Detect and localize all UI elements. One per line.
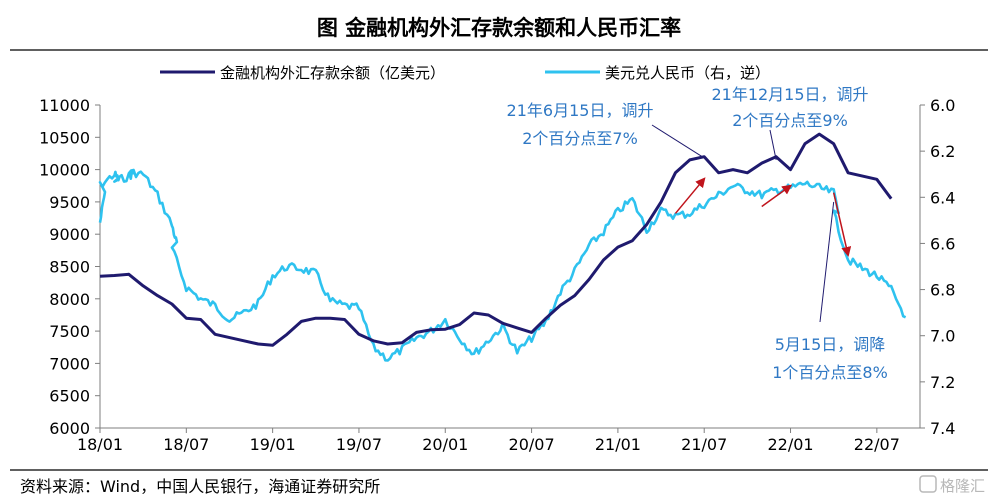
y-left-tick-label: 6500: [49, 387, 90, 406]
y-right-tick-label: 6.4: [930, 188, 955, 207]
annotation-text-1: 2个百分点至7%: [522, 129, 638, 148]
watermark-text: 格隆汇: [940, 477, 985, 495]
y-right-tick-label: 6.0: [930, 96, 955, 115]
y-left-tick-label: 10000: [39, 161, 90, 180]
x-tick-label: 18/01: [77, 435, 123, 454]
watermark-logo-icon: [919, 475, 937, 493]
x-tick-label: 19/01: [250, 435, 296, 454]
annotation-text-3: 5月15日，调降: [775, 335, 886, 354]
y-left-tick-label: 8000: [49, 290, 90, 309]
trend-arrow-2: [761, 184, 793, 208]
annotation-leader-3: [819, 201, 835, 323]
annotation-arrows: [674, 177, 852, 257]
axes: 11000 10500 10000 9500 9000 8500 8000 7500 7000 6…: [39, 96, 955, 454]
annotation-text-3: 1个百分点至8%: [772, 363, 888, 382]
x-tick-label: 19/07: [336, 435, 382, 454]
x-tick-label: 22/01: [767, 435, 813, 454]
annotation-leader-2: [769, 129, 777, 161]
y-right-tick-label: 6.8: [930, 281, 955, 300]
y-left-tick-label: 7500: [49, 322, 90, 341]
annotation-text-1: 21年6月15日，调升: [507, 101, 654, 120]
x-tick-label: 21/07: [681, 435, 727, 454]
y-left-tick-label: 11000: [39, 96, 90, 115]
y-left-tick-label: 6000: [49, 419, 90, 438]
legend: 金融机构外汇存款余额（亿美元） 美元兑人民币（右，逆）: [160, 64, 770, 82]
annotation-leader-1: [651, 124, 705, 159]
series-line-fx: [98, 168, 907, 362]
chart-title: 图 金融机构外汇存款余额和人民币汇率: [317, 16, 681, 40]
x-tick-label: 18/07: [163, 435, 209, 454]
y-left-tick-label: 9000: [49, 225, 90, 244]
y-right-tick-label: 7.4: [930, 419, 955, 438]
y-right-tick-label: 6.2: [930, 142, 955, 161]
x-tick-label: 21/01: [595, 435, 641, 454]
series-line-deposits: [99, 132, 893, 347]
plot-area: [98, 132, 907, 362]
x-tick-label: 22/07: [854, 435, 900, 454]
y-right-tick-label: 7.0: [930, 327, 955, 346]
annotation-text-2: 21年12月15日，调升: [711, 85, 868, 104]
watermark: 格隆汇: [919, 475, 985, 495]
source-note: 资料来源：Wind，中国人民银行，海通证券研究所: [20, 477, 380, 496]
y-right-tick-label: 7.2: [930, 373, 955, 392]
annotation-text-2: 2个百分点至9%: [732, 111, 848, 130]
y-right-tick-label: 6.6: [930, 234, 955, 253]
x-tick-label: 20/07: [509, 435, 555, 454]
legend-label-deposits: 金融机构外汇存款余额（亿美元）: [220, 64, 445, 82]
annotations: 21年6月15日，调升 2个百分点至7% 21年12月15日，调升 2个百分点至9% 5…: [507, 85, 888, 382]
y-left-tick-label: 10500: [39, 128, 90, 147]
y-left-tick-label: 8500: [49, 258, 90, 277]
x-tick-label: 20/01: [422, 435, 468, 454]
trend-arrow-1: [674, 177, 706, 214]
trend-arrow-3: [832, 192, 852, 257]
y-left-tick-label: 7000: [49, 354, 90, 373]
legend-label-fx: 美元兑人民币（右，逆）: [605, 64, 770, 82]
y-left-tick-label: 9500: [49, 193, 90, 212]
